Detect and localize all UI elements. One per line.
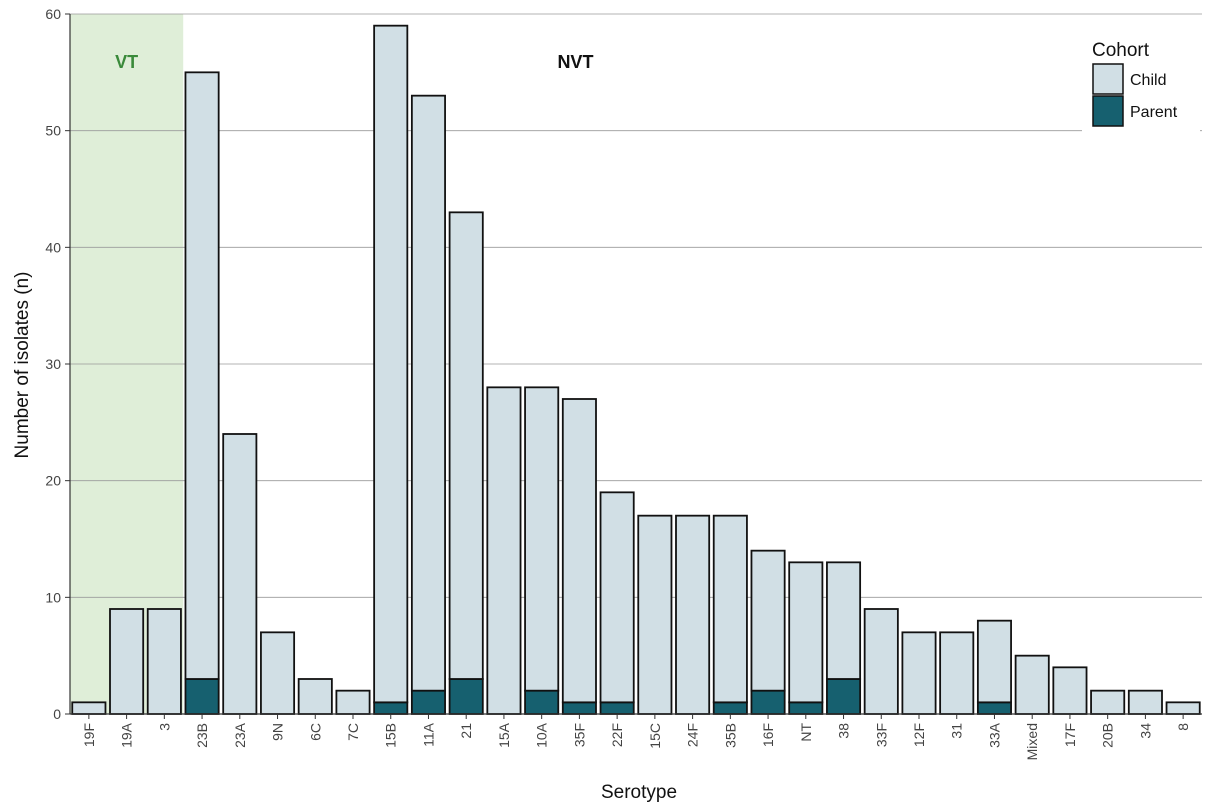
legend-swatch-parent	[1093, 96, 1123, 126]
bar-child-15A	[487, 387, 520, 714]
bar-child-34	[1129, 691, 1162, 714]
x-tick-label-23B: 23B	[194, 723, 210, 748]
bar-child-NT	[789, 562, 822, 702]
bar-child-19A	[110, 609, 143, 714]
x-tick-label-8: 8	[1175, 723, 1191, 731]
x-axis-title: Serotype	[601, 782, 677, 803]
bar-child-23B	[185, 72, 218, 679]
bar-child-7C	[336, 691, 369, 714]
bar-parent-33A	[978, 702, 1011, 714]
x-tick-label-38: 38	[836, 723, 852, 739]
bar-parent-21	[450, 679, 483, 714]
bar-parent-11A	[412, 691, 445, 714]
x-tick-label-19F: 19F	[81, 723, 97, 747]
x-tick-label-16F: 16F	[760, 723, 776, 747]
bar-child-35F	[563, 399, 596, 702]
y-tick-label-60: 60	[45, 6, 61, 22]
bar-child-11A	[412, 96, 445, 691]
bar-child-31	[940, 632, 973, 714]
bar-child-22F	[601, 492, 634, 702]
legend-swatch-child	[1093, 64, 1123, 94]
bar-child-33F	[865, 609, 898, 714]
x-tick-label-15B: 15B	[383, 723, 399, 748]
bar-child-24F	[676, 516, 709, 714]
x-tick-label-11A: 11A	[420, 722, 436, 747]
x-tick-label-35F: 35F	[571, 723, 587, 747]
bar-child-15B	[374, 26, 407, 703]
region-label-vt: VT	[115, 52, 138, 72]
region-label-nvt: NVT	[557, 52, 593, 72]
legend-label-child: Child	[1130, 72, 1166, 89]
bar-parent-23B	[185, 679, 218, 714]
x-tick-label-20B: 20B	[1100, 723, 1116, 748]
bar-child-38	[827, 562, 860, 679]
bar-child-35B	[714, 516, 747, 703]
region-labels: VT NVT	[115, 52, 593, 72]
y-tick-label-20: 20	[45, 473, 61, 489]
x-tick-label-10A: 10A	[534, 722, 550, 748]
bar-parent-10A	[525, 691, 558, 714]
bar-parent-38	[827, 679, 860, 714]
bar-child-12F	[902, 632, 935, 714]
bar-child-3	[148, 609, 181, 714]
x-tick-label-Mixed: Mixed	[1024, 723, 1040, 760]
y-tick-label-40: 40	[45, 239, 61, 255]
bar-parent-22F	[601, 702, 634, 714]
x-tick-label-NT: NT	[798, 723, 814, 742]
x-tick-label-33A: 33A	[986, 722, 1002, 748]
x-tick-label-7C: 7C	[345, 723, 361, 741]
x-tick-label-19A: 19A	[119, 722, 135, 748]
x-tick-label-12F: 12F	[911, 723, 927, 747]
x-tick-label-23A: 23A	[232, 722, 248, 748]
bar-child-10A	[525, 387, 558, 690]
bar-child-23A	[223, 434, 256, 714]
x-tick-label-22F: 22F	[609, 723, 625, 747]
bar-parent-NT	[789, 702, 822, 714]
x-tick-label-34: 34	[1137, 723, 1153, 739]
bars	[72, 26, 1199, 714]
bar-child-6C	[299, 679, 332, 714]
y-tick-label-30: 30	[45, 356, 61, 372]
x-tick-label-6C: 6C	[307, 723, 323, 741]
bar-child-19F	[72, 702, 105, 714]
bar-parent-15B	[374, 702, 407, 714]
x-tick-label-9N: 9N	[270, 723, 286, 741]
y-tick-label-50: 50	[45, 123, 61, 139]
bar-parent-35F	[563, 702, 596, 714]
bar-child-8	[1167, 702, 1200, 714]
bar-child-Mixed	[1016, 656, 1049, 714]
x-tick-label-33F: 33F	[873, 723, 889, 747]
bar-parent-16F	[751, 691, 784, 714]
bar-child-21	[450, 212, 483, 679]
x-tick-label-31: 31	[949, 723, 965, 739]
bar-child-33A	[978, 621, 1011, 703]
bar-child-15C	[638, 516, 671, 714]
x-tick-label-24F: 24F	[685, 723, 701, 747]
x-tick-label-3: 3	[156, 723, 172, 731]
x-tick-label-35B: 35B	[722, 723, 738, 748]
bar-child-17F	[1053, 667, 1086, 714]
bar-child-16F	[751, 551, 784, 691]
y-tick-label-0: 0	[53, 706, 61, 722]
y-axis-title: Number of isolates (n)	[12, 272, 33, 459]
x-tick-label-15C: 15C	[647, 723, 663, 749]
x-tick-label-15A: 15A	[496, 722, 512, 748]
y-tick-label-10: 10	[45, 589, 61, 605]
bar-child-20B	[1091, 691, 1124, 714]
legend-label-parent: Parent	[1130, 104, 1178, 121]
legend-title: Cohort	[1092, 40, 1150, 61]
x-tick-label-21: 21	[458, 723, 474, 739]
bar-parent-35B	[714, 702, 747, 714]
x-tick-label-17F: 17F	[1062, 723, 1078, 747]
legend: Cohort Child Parent	[1082, 28, 1200, 132]
bar-child-9N	[261, 632, 294, 714]
